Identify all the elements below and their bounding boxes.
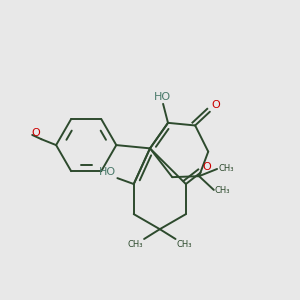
Text: HO: HO [99, 167, 116, 177]
Text: O: O [31, 128, 40, 138]
Text: O: O [211, 100, 220, 110]
Text: HO: HO [154, 92, 171, 102]
Text: CH₃: CH₃ [127, 240, 143, 249]
Text: CH₃: CH₃ [177, 240, 192, 249]
Text: CH₃: CH₃ [215, 186, 230, 195]
Text: O: O [202, 162, 211, 172]
Text: CH₃: CH₃ [218, 164, 233, 173]
